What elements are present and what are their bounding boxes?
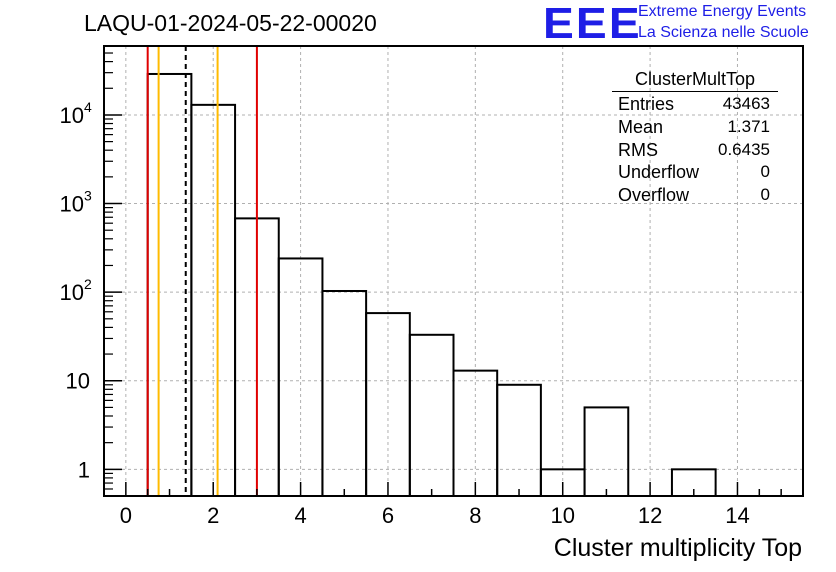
eee-logo: EEE bbox=[543, 0, 642, 48]
stats-value: 43463 bbox=[722, 94, 770, 113]
stats-row-underflow: Underflow 0 bbox=[612, 161, 778, 184]
x-tick-label: 10 bbox=[550, 503, 574, 528]
stats-value: 0.6435 bbox=[718, 139, 770, 159]
x-tick-label: 6 bbox=[382, 503, 394, 528]
histogram-bin bbox=[496, 383, 542, 498]
stats-row-mean: Mean 1.371 bbox=[612, 116, 778, 139]
x-axis-label: Cluster multiplicity Top bbox=[553, 534, 802, 562]
histogram-bin bbox=[321, 289, 368, 497]
y-tick-exponent: 3 bbox=[84, 188, 92, 204]
stats-label: RMS bbox=[618, 139, 658, 160]
y-tick-label: 10 bbox=[60, 103, 84, 128]
x-tick-label: 14 bbox=[725, 503, 749, 528]
stats-row-entries: Entries 43463 bbox=[612, 93, 778, 116]
logo-subtitle-1: Extreme Energy Events bbox=[638, 3, 807, 20]
stats-label: Underflow bbox=[618, 162, 700, 183]
stats-row-overflow: Overflow 0 bbox=[612, 184, 778, 207]
histogram-bin bbox=[408, 333, 455, 497]
stats-value: 0 bbox=[760, 162, 770, 182]
chart-title: LAQU-01-2024-05-22-00020 bbox=[84, 10, 377, 36]
x-tick-label: 8 bbox=[469, 503, 481, 528]
stats-label: Mean bbox=[618, 116, 664, 137]
stats-divider bbox=[612, 91, 778, 92]
stats-label: Entries bbox=[618, 94, 675, 114]
stats-label: Overflow bbox=[618, 185, 690, 206]
y-tick-label: 10 bbox=[60, 280, 84, 305]
y-tick-label: 1 bbox=[78, 457, 90, 482]
x-tick-label: 2 bbox=[207, 503, 219, 528]
y-tick-exponent: 4 bbox=[84, 99, 92, 115]
logo-subtitle-2: La Scienza nelle Scuole bbox=[638, 24, 809, 41]
stats-title: ClusterMultTop bbox=[634, 69, 756, 89]
y-tick-label: 10 bbox=[66, 369, 90, 394]
x-tick-label: 4 bbox=[294, 503, 306, 528]
stats-box: ClusterMultTop Entries 43463 Mean 1.371 … bbox=[612, 68, 778, 207]
stats-value: 0 bbox=[760, 185, 770, 205]
histogram-bin bbox=[583, 406, 630, 497]
x-tick-label: 12 bbox=[638, 503, 662, 528]
stats-row-rms: RMS 0.6435 bbox=[612, 139, 778, 162]
x-tick-label: 0 bbox=[120, 503, 132, 528]
y-tick-label: 10 bbox=[60, 192, 84, 217]
y-tick-exponent: 2 bbox=[84, 276, 92, 292]
stats-value: 1.371 bbox=[727, 116, 770, 136]
